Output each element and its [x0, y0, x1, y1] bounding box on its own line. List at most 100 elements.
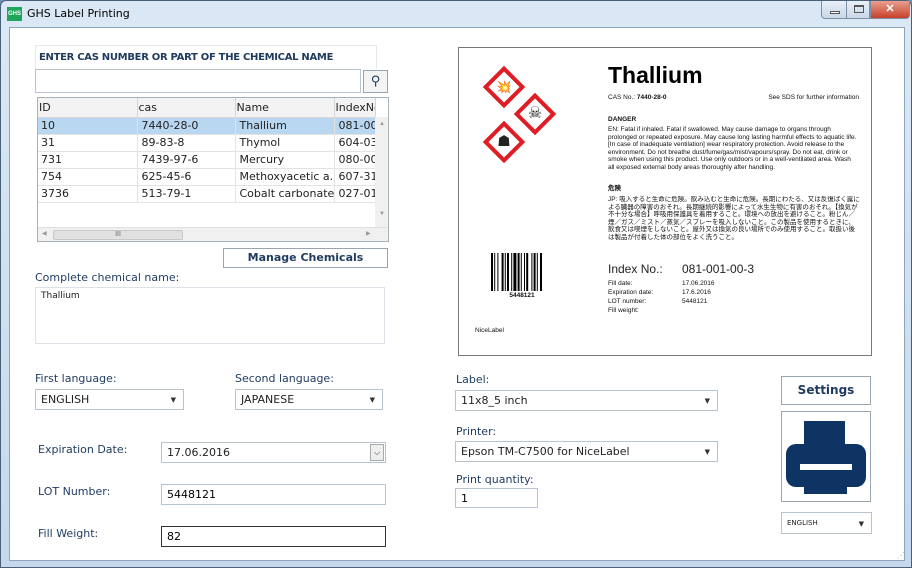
label-cas-value: 7440-28-0 — [636, 94, 667, 101]
table-cell-cas: 7440-28-0 — [137, 117, 236, 135]
first-language-select[interactable]: ENGLISH ▼ — [35, 389, 184, 410]
barcode-bar — [501, 253, 504, 291]
exploding-bomb-pictogram: 💥 — [482, 65, 526, 109]
lot-number-input[interactable] — [161, 484, 386, 505]
search-header: ENTER CAS NUMBER OR PART OF THE CHEMICAL… — [35, 45, 377, 69]
chevron-down-icon: ▼ — [170, 396, 176, 404]
calendar-dropdown-icon[interactable]: ⌵ — [370, 444, 384, 461]
fill-weight-label: Fill Weight: — [38, 527, 99, 540]
label-detail-value: 5448121 — [682, 298, 708, 305]
barcode-bar — [520, 253, 522, 291]
minimize-button[interactable] — [821, 1, 847, 19]
label-detail-caption: Fill date: — [608, 280, 633, 287]
search-input[interactable] — [35, 69, 361, 93]
barcode-bar — [511, 253, 513, 291]
table-cell-id: 31 — [38, 134, 138, 152]
table-cell-cas: 7439-97-6 — [137, 151, 236, 169]
second-language-label: Second language: — [235, 372, 334, 385]
table-cell-id: 10 — [38, 117, 138, 135]
ui-language-select[interactable]: ENGLISH ▼ — [781, 512, 872, 534]
chevron-down-icon: ▼ — [704, 448, 710, 456]
app-icon: GHS — [7, 7, 22, 21]
barcode-bar — [540, 253, 542, 291]
printer-select-value: Epson TM-C7500 for NiceLabel — [461, 445, 630, 458]
column-header-name[interactable]: Name — [235, 98, 335, 118]
vertical-scrollbar[interactable]: ▲ ▼ — [375, 117, 388, 227]
label-hazard-text-jp: JP: 吸入すると生命に危険。飲み込むと生命に危険。長期にわたる、又は反復ばく露… — [608, 196, 860, 241]
table-cell-indexno: 027-010 — [334, 185, 376, 203]
printer-label: Printer: — [456, 425, 497, 438]
table-cell-id: 3736 — [38, 185, 138, 203]
barcode-bar — [504, 253, 506, 291]
table-cell-name: Thallium — [235, 117, 335, 135]
label-detail-value: 17.6.2016 — [682, 289, 711, 296]
table-cell-name: Cobalt carbonate — [235, 185, 335, 203]
label-hazard-text-en: EN: Fatal if inhaled. Fatal if swallowed… — [608, 126, 857, 171]
complete-name-textarea[interactable]: Thallium — [35, 287, 385, 344]
label-sds-note: See SDS for further information — [768, 94, 859, 101]
expiration-date-value: 17.06.2016 — [167, 446, 230, 459]
scrollbar-thumb[interactable]: III — [53, 230, 183, 240]
table-cell-id: 731 — [38, 151, 138, 169]
barcode-bar — [491, 253, 493, 291]
barcode-bar — [526, 253, 529, 291]
printer-icon — [786, 421, 866, 494]
first-language-label: First language: — [35, 372, 117, 385]
barcode-bar — [536, 253, 538, 291]
table-cell-indexno: 080-001 — [334, 151, 376, 169]
table-cell-cas: 89-83-8 — [137, 134, 236, 152]
label-index-caption: Index No.: — [608, 262, 663, 276]
label-signal-jp: 危険 — [608, 185, 621, 192]
horizontal-scrollbar[interactable]: ◀ III ▶ — [38, 227, 388, 241]
table-cell-indexno: 604-032 — [334, 134, 376, 152]
table-cell-cas: 513-79-1 — [137, 185, 236, 203]
printer-select[interactable]: Epson TM-C7500 for NiceLabel ▼ — [455, 441, 718, 462]
table-cell-cas: 625-45-6 — [137, 168, 236, 186]
first-language-value: ENGLISH — [41, 393, 90, 406]
label-select-value: 11x8_5 inch — [461, 394, 528, 407]
print-button[interactable] — [781, 411, 871, 502]
maximize-button[interactable] — [846, 1, 870, 19]
label-cas-caption: CAS No.: — [608, 94, 636, 101]
barcode-bar — [513, 253, 517, 291]
resize-grip[interactable]: ⋰ — [897, 551, 905, 560]
label-detail-value: 17.06.2016 — [682, 280, 715, 287]
chevron-down-icon: ▼ — [858, 520, 864, 528]
manage-chemicals-button[interactable]: Manage Chemicals — [223, 248, 388, 268]
expiration-date-picker[interactable]: 17.06.2016 ⌵ — [161, 442, 386, 463]
label-detail-caption: LOT number: — [608, 298, 647, 305]
chevron-down-icon: ▼ — [369, 396, 375, 404]
settings-button[interactable]: Settings — [781, 376, 871, 405]
table-cell-indexno: 081-001 — [334, 117, 376, 135]
barcode-bar — [531, 253, 533, 291]
barcode — [491, 253, 542, 291]
second-language-select[interactable]: JAPANESE ▼ — [235, 389, 383, 410]
label-preview: 💥 ☠ ☗ Thallium CAS No.: 7440-28-0 See SD… — [458, 47, 872, 356]
table-cell-name: Thymol — [235, 134, 335, 152]
search-header-label: ENTER CAS NUMBER OR PART OF THE CHEMICAL… — [39, 52, 334, 63]
label-signal-en: DANGER — [608, 116, 637, 123]
close-button[interactable]: ✕ — [870, 1, 910, 19]
label-select[interactable]: 11x8_5 inch ▼ — [455, 390, 718, 411]
column-header-cas[interactable]: cas — [137, 98, 236, 118]
second-language-value: JAPANESE — [241, 393, 295, 406]
complete-name-label: Complete chemical name: — [35, 271, 180, 284]
window-title: GHS Label Printing — [27, 7, 130, 20]
column-header-id[interactable]: ID — [38, 98, 138, 118]
search-button[interactable]: ⚲ — [363, 70, 388, 93]
label-detail-caption: Fill weight: — [608, 307, 639, 314]
barcode-bar — [533, 253, 536, 291]
ui-language-value: ENGLISH — [787, 519, 818, 527]
print-quantity-input[interactable] — [455, 488, 538, 508]
print-quantity-label: Print quantity: — [456, 473, 534, 486]
fill-weight-input[interactable] — [161, 526, 386, 547]
